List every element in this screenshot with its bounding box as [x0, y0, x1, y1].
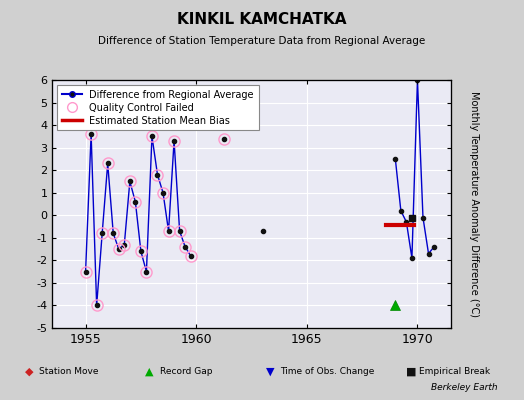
Text: KINKIL KAMCHATKA: KINKIL KAMCHATKA — [177, 12, 347, 27]
Text: ■: ■ — [406, 367, 417, 377]
Text: ◆: ◆ — [25, 367, 33, 377]
Text: Empirical Break: Empirical Break — [419, 368, 490, 376]
Text: Time of Obs. Change: Time of Obs. Change — [280, 368, 375, 376]
Legend: Difference from Regional Average, Quality Control Failed, Estimated Station Mean: Difference from Regional Average, Qualit… — [57, 85, 259, 130]
Text: ▼: ▼ — [266, 367, 274, 377]
Text: Difference of Station Temperature Data from Regional Average: Difference of Station Temperature Data f… — [99, 36, 425, 46]
Y-axis label: Monthly Temperature Anomaly Difference (°C): Monthly Temperature Anomaly Difference (… — [470, 91, 479, 317]
Text: Record Gap: Record Gap — [160, 368, 212, 376]
Text: Station Move: Station Move — [39, 368, 99, 376]
Text: ▲: ▲ — [145, 367, 154, 377]
Text: Berkeley Earth: Berkeley Earth — [431, 383, 498, 392]
